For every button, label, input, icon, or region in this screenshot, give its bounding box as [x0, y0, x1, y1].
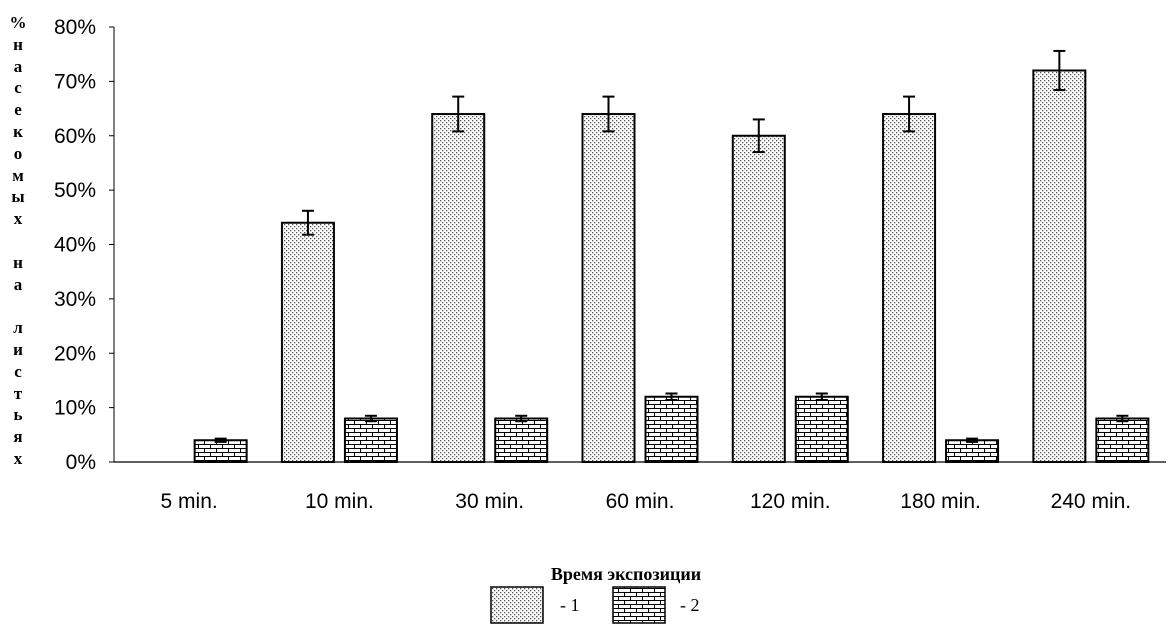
legend-swatch-series-2 — [612, 586, 666, 624]
y-axis-label-char: с — [14, 78, 22, 98]
y-axis-label-char: а — [13, 274, 23, 294]
y-tick-label: 30% — [54, 288, 96, 311]
y-axis-label-char: о — [13, 143, 23, 163]
y-tick-label: 70% — [54, 70, 96, 93]
x-tick-label: 60 min. — [606, 490, 675, 513]
bar-series-2 — [343, 417, 398, 463]
x-tick-label: 30 min. — [455, 490, 524, 513]
bar-series-1 — [882, 113, 937, 463]
x-tick-label: 180 min. — [900, 490, 981, 513]
y-tick-label: 40% — [54, 234, 96, 257]
y-axis-label-char: х — [13, 448, 23, 468]
y-axis-label-char: а — [13, 56, 23, 76]
y-axis-label-char: к — [13, 121, 23, 141]
y-axis-label-char: м — [12, 165, 24, 185]
legend-swatch-series-1 — [490, 586, 544, 624]
y-axis-label-char: х — [13, 209, 23, 229]
y-tick-label: 10% — [54, 397, 96, 420]
y-tick-label: 50% — [54, 179, 96, 202]
y-tick-label: 80% — [54, 16, 96, 39]
x-tick-label: 10 min. — [305, 490, 374, 513]
bar-series-2 — [1095, 417, 1150, 463]
y-axis-label-char: и — [13, 339, 23, 359]
y-axis-label-char: ы — [11, 187, 25, 207]
y-axis-label-char: % — [9, 13, 27, 32]
y-tick-label: 0% — [66, 451, 96, 474]
y-axis-label-char: т — [13, 383, 23, 403]
y-axis-label-char: с — [14, 361, 22, 381]
x-tick-label: 120 min. — [750, 490, 831, 513]
bar-series-2 — [794, 395, 849, 463]
x-tick-label: 240 min. — [1051, 490, 1132, 513]
y-axis-label-char: л — [13, 318, 23, 338]
bar-series-1 — [280, 221, 335, 463]
y-axis-label-char: я — [13, 427, 23, 447]
bar-series-1 — [581, 113, 636, 463]
legend-label-series-2: - 2 — [680, 595, 700, 615]
bar-series-1 — [1032, 69, 1087, 463]
y-axis-label-char: е — [14, 100, 22, 120]
bar-series-2 — [945, 439, 1000, 463]
bar-series-2 — [193, 439, 248, 463]
y-axis-label-char: ь — [13, 405, 23, 425]
y-tick-label: 60% — [54, 125, 96, 148]
y-axis-label-char: н — [13, 252, 23, 272]
y-tick-label: 20% — [54, 342, 96, 365]
bar-series-1 — [431, 113, 486, 463]
bar-series-2 — [644, 395, 699, 463]
legend-label-series-1: - 1 — [560, 595, 580, 615]
bar-series-2 — [494, 417, 549, 463]
x-tick-label: 5 min. — [161, 490, 218, 513]
bar-series-1 — [731, 134, 786, 463]
y-axis-label-char: н — [13, 34, 23, 54]
x-axis-title: Время экспозиции — [551, 564, 701, 584]
